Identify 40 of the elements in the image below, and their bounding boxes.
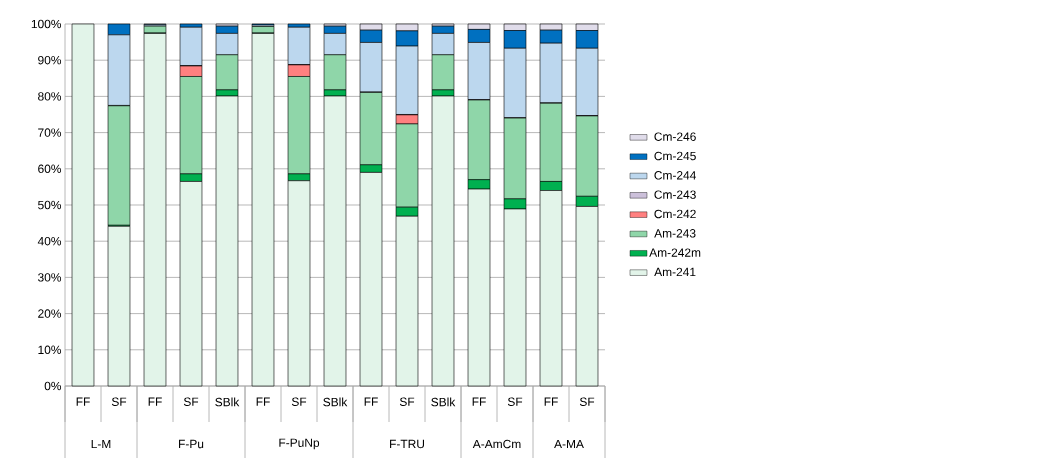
text: F-Pu	[179, 439, 204, 449]
legend-label: Am-241	[654, 267, 696, 277]
y-tick-label: 90%	[38, 55, 62, 65]
x-tick-label: FF	[256, 397, 270, 406]
x-tick-label: FF	[76, 397, 90, 406]
legend-label: Cm-244	[654, 171, 696, 180]
y-tick-label: 0%	[44, 381, 62, 391]
x-tick-label: SBlk	[431, 397, 456, 407]
legend-label: Cm-246	[654, 132, 696, 141]
legend-label: Cm-243	[654, 190, 696, 199]
legend-label: Cm-242	[654, 209, 696, 219]
y-tick-label: 30%	[38, 273, 62, 282]
x-tick-label: FF	[472, 397, 486, 406]
x-tick-label: SF	[183, 397, 199, 406]
x-tick-label: FF	[364, 397, 378, 406]
x-tick-label: FF	[148, 397, 162, 406]
y-tick-label: 80%	[38, 92, 62, 101]
x-tick-label: FF	[544, 397, 558, 406]
x-tick-label: SF	[291, 397, 307, 406]
y-tick-label: 10%	[38, 345, 62, 355]
x-tick-label: SBlk	[323, 397, 348, 407]
x-tick-label: SF	[507, 397, 523, 406]
y-tick-label: 50%	[38, 200, 62, 210]
y-tick-label: 70%	[38, 128, 62, 137]
text: F-PuNp	[279, 438, 320, 450]
legend-label: Am-243	[654, 229, 696, 238]
text: A-AmCm	[472, 439, 521, 449]
y-tick-label: 60%	[38, 164, 62, 174]
y-tick-label: 40%	[37, 236, 62, 246]
text: F-TRU	[390, 439, 424, 449]
x-tick-label: SF	[579, 397, 595, 406]
legend-label: Cm-245	[654, 151, 696, 161]
x-tick-label: SF	[399, 397, 415, 406]
y-tick-label: 20%	[38, 309, 62, 318]
x-tick-label: SBlk	[215, 397, 240, 407]
legend-label: Am-242m	[649, 248, 701, 257]
x-tick-label: SF	[111, 397, 127, 406]
text: A-MA	[554, 439, 584, 449]
y-tick-label: 100%	[31, 19, 62, 29]
text: L-M	[91, 439, 111, 449]
